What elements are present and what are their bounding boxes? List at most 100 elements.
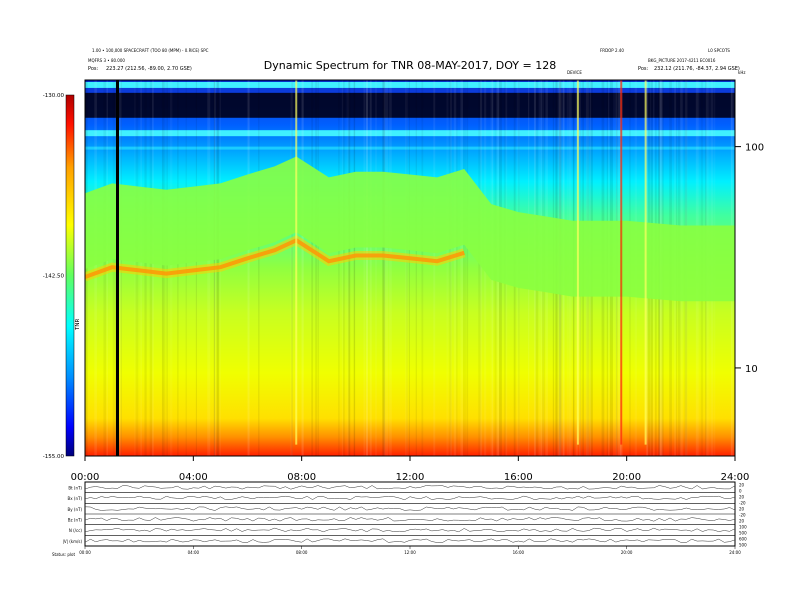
header-right-edge-small: kHz <box>738 70 745 75</box>
spectrogram <box>85 80 735 456</box>
x-tick-label: 16:00 <box>504 472 533 483</box>
texture-column <box>246 80 250 456</box>
header-right-line2: BKG_PICTURE 2017-4211 EC0016 <box>648 58 716 63</box>
lower-right-scale-label: 20 <box>739 519 745 524</box>
texture-column <box>449 80 452 456</box>
lower-panel: Bt (nT) Bx (nT) By (nT) Bz (nT) N (/cc) |V| (… <box>52 481 747 557</box>
x-tick-label: 00:00 <box>71 472 100 483</box>
row-trace <box>84 527 736 533</box>
lower-right-scale-label: 500 <box>739 531 747 536</box>
texture-column <box>342 80 345 456</box>
row-trace <box>84 538 736 543</box>
lower-x-tick-label: 20:00 <box>621 550 633 555</box>
x-tick-label: 08:00 <box>287 472 316 483</box>
colorbar <box>65 94 75 457</box>
row-trace <box>84 485 736 490</box>
footer-status: Status: plot <box>52 552 75 557</box>
texture-column <box>341 80 344 456</box>
header-right-pos-value: 232.12 (211.76, -84.37, 2.94 GSE) <box>654 66 740 72</box>
texture-column <box>311 80 314 456</box>
dark-band <box>85 92 735 118</box>
row-label: Bz (nT) <box>68 517 83 522</box>
x-tick-label: 12:00 <box>396 472 425 483</box>
texture-column <box>382 80 385 456</box>
top-blue-band <box>85 80 735 82</box>
band-layer <box>85 80 735 150</box>
bright-band <box>85 130 735 137</box>
texture-column <box>408 80 410 456</box>
lower-right-scale-label: -20 <box>739 501 746 506</box>
texture-column <box>248 80 250 456</box>
texture-column <box>421 80 424 456</box>
texture-column <box>315 80 317 456</box>
x-axis: 00:00 04:00 08:00 12:00 16:00 20:00 24:00 <box>71 456 749 483</box>
texture-column <box>369 80 372 456</box>
texture-column <box>456 80 458 456</box>
texture-column <box>161 80 164 456</box>
texture-column <box>365 80 369 456</box>
band-100khz <box>85 146 735 150</box>
lower-x-tick-label: 00:00 <box>79 550 91 555</box>
x-tick-label: 04:00 <box>179 472 208 483</box>
texture-column <box>346 80 350 456</box>
chart-title: Dynamic Spectrum for TNR 08-MAY-2017, DO… <box>264 59 556 72</box>
lower-right-scale-label: 20 <box>739 483 745 488</box>
lower-right-scale-label: 600 <box>739 537 747 542</box>
colorbar-label: TNR <box>75 319 81 331</box>
lower-right-scale-label: 20 <box>739 495 745 500</box>
header-left-pos-value: 223.27 (212.56, -89.00, 2.70 GSE) <box>106 66 192 72</box>
lower-panel-x-axis: 00:00 04:00 08:00 12:00 16:00 20:00 24:00 <box>79 546 741 555</box>
row-trace <box>84 517 736 522</box>
row-label: N (/cc) <box>69 528 83 533</box>
texture-column <box>365 80 369 456</box>
colorbar-ticks: -130.00 -142.50 -155.00 <box>43 93 65 460</box>
texture-column <box>353 80 356 456</box>
texture-column <box>338 80 340 456</box>
bright-band <box>85 81 735 88</box>
header-right-line1b: L0 SPCOTS <box>708 48 730 53</box>
texture-column <box>460 80 464 456</box>
header-right-line1: FRDOP 2.40 <box>600 48 624 53</box>
texture-column <box>353 80 355 456</box>
texture-column <box>433 80 436 456</box>
texture-column <box>94 80 97 456</box>
texture-column <box>301 80 305 456</box>
y-axis: 10 100 <box>735 143 764 375</box>
lower-x-tick-label: 12:00 <box>404 550 416 555</box>
row-trace <box>84 495 736 501</box>
header-info-line1: 1.00 • 100,000 SPACECRAFT (TOO 80 (MPM) … <box>92 48 209 53</box>
x-tick-label: 20:00 <box>612 472 641 483</box>
texture-column <box>383 80 386 456</box>
texture-column <box>478 80 482 456</box>
lower-panel-rows: Bt (nT) Bx (nT) By (nT) Bz (nT) N (/cc) |V| (… <box>63 485 736 544</box>
texture-column <box>291 80 293 456</box>
texture-column <box>453 80 457 456</box>
texture-column <box>385 80 389 456</box>
texture-column <box>446 80 449 456</box>
colorbar-tick-label: -142.50 <box>43 274 65 280</box>
lower-x-tick-label: 24:00 <box>729 550 741 555</box>
lower-right-scale-label: 20 <box>739 507 745 512</box>
texture-column <box>375 80 377 456</box>
texture-column <box>383 80 386 456</box>
row-trace <box>84 506 736 511</box>
lower-right-scale-label: -20 <box>739 513 746 518</box>
plasma-halo <box>85 235 466 282</box>
header-right-pos-label: Pos: <box>638 66 649 72</box>
texture-column <box>479 80 483 456</box>
colorbar-tick-label: -130.00 <box>43 93 65 99</box>
texture-column <box>415 80 417 456</box>
y-tick-label: 100 <box>745 143 764 154</box>
texture-column <box>463 80 466 456</box>
texture-column <box>163 80 166 456</box>
header-left-pos-label: Pos: <box>88 66 99 72</box>
row-label: |V| (km/s) <box>63 539 83 544</box>
texture-column <box>449 80 453 456</box>
texture-column <box>290 80 293 456</box>
row-label: Bt (nT) <box>68 485 82 490</box>
lower-right-scale-label: 100 <box>739 525 747 530</box>
lower-x-tick-label: 04:00 <box>188 550 200 555</box>
texture-column <box>169 80 173 456</box>
